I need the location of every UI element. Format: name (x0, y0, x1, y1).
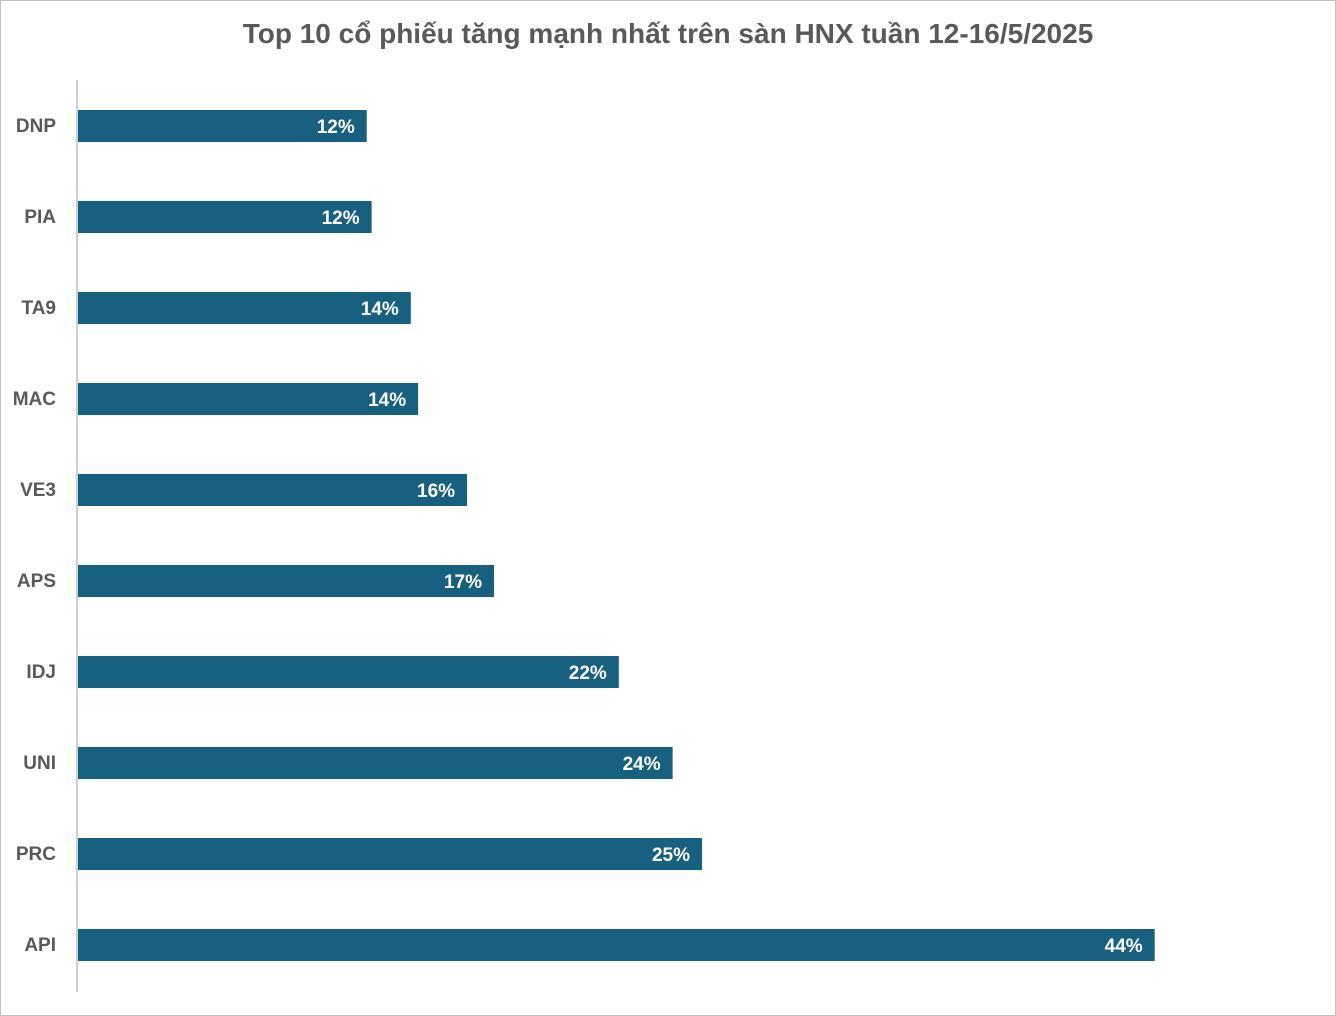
category-label-ve3: VE3 (20, 480, 56, 501)
chart-title: Top 10 cổ phiếu tăng mạnh nhất trên sàn … (242, 18, 1094, 49)
bar-uni (78, 747, 673, 779)
bar-ve3 (78, 474, 468, 506)
bars-group (78, 110, 1155, 961)
bar-pia (78, 201, 372, 233)
category-label-aps: APS (17, 571, 56, 592)
bar-prc (78, 838, 702, 870)
category-label-prc: PRC (16, 844, 56, 865)
category-label-api: API (24, 935, 56, 956)
data-label-ve3: 16% (417, 481, 455, 502)
category-label-mac: MAC (13, 389, 57, 410)
category-label-ta9: TA9 (22, 298, 56, 319)
data-label-uni: 24% (623, 754, 661, 775)
data-label-mac: 14% (368, 390, 406, 411)
data-label-ta9: 14% (361, 299, 399, 320)
data-label-prc: 25% (652, 845, 690, 866)
bar-dnp (78, 110, 367, 142)
labels-group: 12% DNP 12% PIA 14% TA9 14% MAC 16% VE3 17% APS 22% I… (13, 116, 1143, 957)
bar-mac (78, 383, 419, 415)
category-label-pia: PIA (24, 207, 56, 228)
bar-idj (78, 656, 619, 688)
category-label-uni: UNI (23, 753, 56, 774)
data-label-aps: 17% (444, 572, 482, 593)
category-label-idj: IDJ (26, 662, 56, 683)
data-label-api: 44% (1105, 936, 1143, 957)
bar-ta9 (78, 292, 411, 324)
data-label-dnp: 12% (317, 117, 355, 138)
bar-aps (78, 565, 494, 597)
data-label-pia: 12% (322, 208, 360, 229)
bar-api (78, 929, 1155, 961)
data-label-idj: 22% (569, 663, 607, 684)
category-label-dnp: DNP (16, 116, 56, 137)
